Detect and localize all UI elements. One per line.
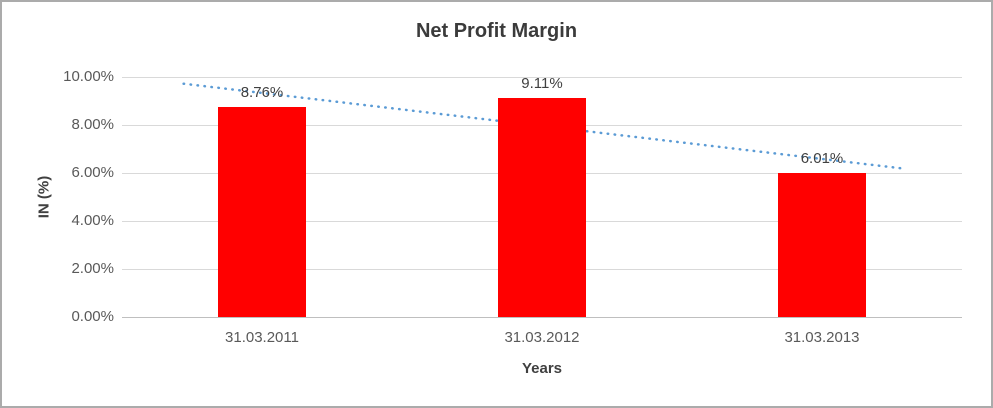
y-tick-label: 2.00% (71, 260, 114, 277)
y-tick-label: 6.00% (71, 164, 114, 181)
bar (498, 98, 586, 317)
x-axis-line (122, 317, 962, 318)
bar (778, 172, 866, 317)
bar-data-label: 6.01% (800, 149, 844, 167)
bar-data-label: 8.76% (240, 83, 284, 101)
y-axis-tick-labels: 0.00% 2.00% 4.00% 6.00% 8.00% 10.00% (2, 2, 114, 406)
x-tick-label: 31.03.2012 (504, 329, 580, 346)
y-tick-label: 8.00% (71, 116, 114, 133)
x-tick-label: 31.03.2011 (225, 329, 299, 346)
bar (218, 106, 306, 317)
x-axis-title: Years (521, 360, 563, 377)
bar-data-label: 9.11% (521, 75, 563, 93)
x-tick-label: 31.03.2013 (784, 329, 860, 346)
y-tick-label: 4.00% (71, 212, 114, 229)
y-tick-label: 10.00% (63, 68, 114, 85)
chart-title: Net Profit Margin (415, 20, 578, 42)
gridline (122, 77, 962, 78)
y-tick-label: 0.00% (71, 308, 114, 325)
